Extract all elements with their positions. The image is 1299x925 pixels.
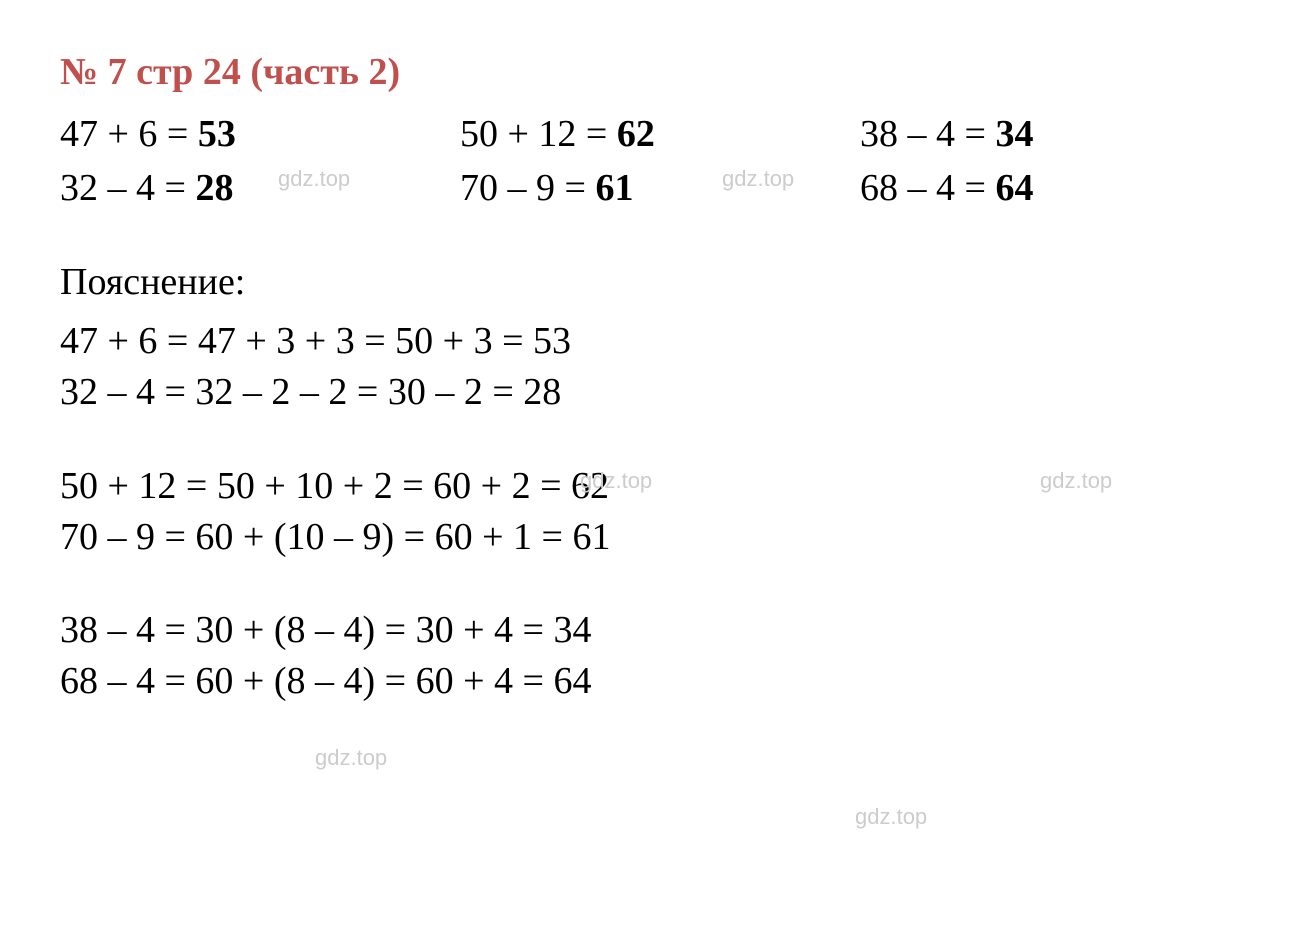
page-title: № 7 стр 24 (часть 2) [60, 50, 1239, 94]
result: 62 [617, 113, 655, 155]
expression: 38 – 4 = [860, 113, 995, 155]
explanation-block-2: 50 + 12 = 50 + 10 + 2 = 60 + 2 = 62 70 –… [60, 461, 1239, 564]
column-3: 38 – 4 = 34 68 – 4 = 64 [860, 112, 1160, 210]
result: 28 [195, 167, 233, 209]
expression: 47 + 6 = [60, 113, 198, 155]
explanation-line: 50 + 12 = 50 + 10 + 2 = 60 + 2 = 62 [60, 461, 1239, 512]
result: 64 [995, 167, 1033, 209]
equation: 32 – 4 = 28 [60, 166, 430, 210]
column-2: 50 + 12 = 62 70 – 9 = 61 [460, 112, 830, 210]
equation: 70 – 9 = 61 [460, 166, 830, 210]
watermark: gdz.top [855, 804, 927, 830]
explanation-block-1: 47 + 6 = 47 + 3 + 3 = 50 + 3 = 53 32 – 4… [60, 316, 1239, 419]
equation: 38 – 4 = 34 [860, 112, 1160, 156]
expression: 70 – 9 = [460, 167, 595, 209]
expression: 68 – 4 = [860, 167, 995, 209]
explanation-label: Пояснение: [60, 260, 1239, 304]
equation: 47 + 6 = 53 [60, 112, 430, 156]
explanation-line: 47 + 6 = 47 + 3 + 3 = 50 + 3 = 53 [60, 316, 1239, 367]
result: 53 [198, 113, 236, 155]
expression: 50 + 12 = [460, 113, 617, 155]
explanation-line: 32 – 4 = 32 – 2 – 2 = 30 – 2 = 28 [60, 367, 1239, 418]
explanation-line: 38 – 4 = 30 + (8 – 4) = 30 + 4 = 34 [60, 605, 1239, 656]
explanation-line: 68 – 4 = 60 + (8 – 4) = 60 + 4 = 64 [60, 656, 1239, 707]
equation: 68 – 4 = 64 [860, 166, 1160, 210]
explanation-line: 70 – 9 = 60 + (10 – 9) = 60 + 1 = 61 [60, 512, 1239, 563]
result: 61 [595, 167, 633, 209]
column-1: 47 + 6 = 53 32 – 4 = 28 [60, 112, 430, 210]
watermark: gdz.top [315, 745, 387, 771]
explanation-block-3: 38 – 4 = 30 + (8 – 4) = 30 + 4 = 34 68 –… [60, 605, 1239, 708]
expression: 32 – 4 = [60, 167, 195, 209]
equation: 50 + 12 = 62 [460, 112, 830, 156]
result: 34 [995, 113, 1033, 155]
equations-grid: 47 + 6 = 53 32 – 4 = 28 50 + 12 = 62 70 … [60, 112, 1239, 210]
